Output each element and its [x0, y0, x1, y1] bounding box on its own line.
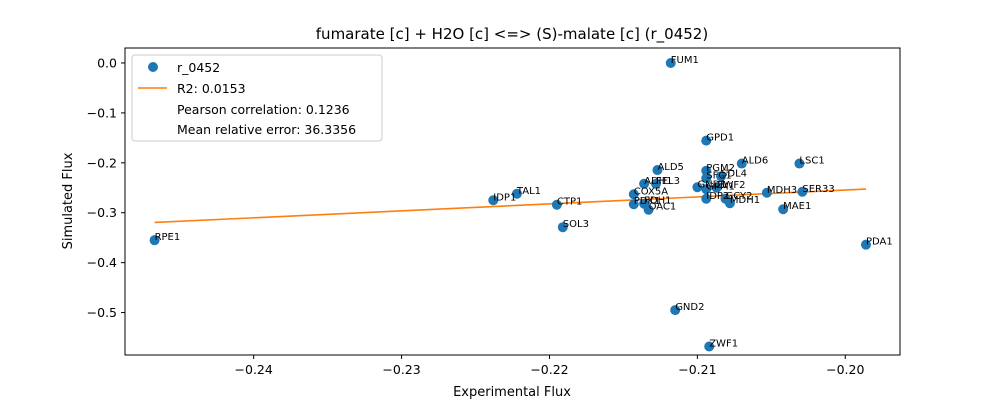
x-tick-label: −0.22 [530, 362, 568, 377]
data-point [639, 178, 650, 189]
point-label: FDH1 [644, 196, 671, 207]
legend-point-marker [148, 62, 158, 72]
point-label: ZWF2 [717, 180, 746, 191]
point-label: MDH1 [730, 195, 760, 206]
y-tick-label: 0.0 [97, 55, 117, 70]
data-point [652, 165, 663, 176]
data-point [761, 187, 772, 198]
regression-line [154, 188, 867, 224]
legend-pearson-label: Pearson correlation: 0.1236 [177, 102, 350, 117]
point-label: GPM1 [706, 181, 735, 192]
point-label: PDA1 [866, 237, 893, 248]
point-label: GCY2 [725, 191, 752, 202]
point-label: GND1 [697, 179, 726, 190]
y-tick-label: −0.3 [87, 205, 117, 220]
legend-box [131, 54, 383, 142]
data-point [488, 195, 499, 206]
legend-error-label: Mean relative error: 36.3356 [177, 122, 356, 137]
point-label: TAL1 [516, 186, 541, 197]
point-label: IDP2 [706, 191, 729, 202]
data-point [701, 173, 712, 184]
data-point [704, 341, 715, 352]
x-tick-label: −0.20 [826, 362, 864, 377]
point-label: FEL3 [656, 176, 680, 187]
data-point [701, 184, 712, 195]
y-axis-label: Simulated Flux [61, 152, 76, 249]
point-label: SOL3 [563, 219, 589, 230]
y-tick-label: −0.4 [87, 255, 117, 270]
data-point [511, 188, 522, 199]
data-point [692, 182, 703, 193]
data-point [665, 57, 676, 68]
point-label: COX5A [634, 186, 668, 197]
data-point [778, 204, 789, 215]
data-point [711, 182, 722, 193]
point-label: PGM2 [706, 163, 735, 174]
point-label: ZWF1 [709, 339, 738, 350]
point-label: MAE1 [783, 201, 811, 212]
data-point [701, 135, 712, 146]
y-tick-label: −0.5 [87, 305, 117, 320]
point-label: SDL4 [721, 168, 747, 179]
x-tick-label: −0.24 [235, 362, 273, 377]
point-label: IDP1 [493, 192, 516, 203]
data-point [701, 193, 712, 204]
data-point [736, 158, 747, 169]
data-point [716, 171, 727, 182]
data-point [860, 239, 871, 250]
point-label: ALD5 [657, 162, 683, 173]
x-tick-label: −0.23 [382, 362, 420, 377]
x-axis-label: Experimental Flux [453, 385, 571, 400]
point-label: MDH3 [767, 185, 797, 196]
legend-fit-label: R2: 0.0153 [177, 81, 246, 96]
data-point [643, 204, 654, 215]
point-label: ALD6 [742, 156, 768, 167]
data-point [628, 189, 639, 200]
plot-frame [124, 47, 901, 356]
legend-series-label: r_0452 [177, 60, 220, 75]
point-label: PDK1 [634, 196, 661, 207]
data-point [670, 305, 681, 316]
point-label: GPD1 [706, 133, 734, 144]
point-label: OAC1 [649, 202, 677, 213]
data-point [650, 178, 661, 189]
data-point [628, 199, 639, 210]
y-tick-label: −0.2 [87, 155, 117, 170]
data-point [797, 186, 808, 197]
data-point [557, 222, 568, 233]
data-point [701, 165, 712, 176]
data-point [794, 158, 805, 169]
point-label: SFC1 [706, 170, 731, 181]
data-point [149, 235, 160, 246]
x-tick-label: −0.21 [678, 362, 716, 377]
point-label: ADH1 [644, 176, 672, 187]
point-label: FUM1 [671, 55, 699, 66]
data-point [551, 199, 562, 210]
chart-title: fumarate [c] + H2O [c] <=> (S)-malate [c… [316, 25, 708, 44]
point-label: LSC1 [799, 156, 824, 167]
point-label: SER33 [802, 184, 834, 195]
point-label: CTP1 [557, 197, 582, 208]
legend: r_0452 R2: 0.0153 Pearson correlation: 0… [131, 54, 383, 142]
point-label: GND2 [675, 302, 704, 313]
data-point [724, 198, 735, 209]
y-tick-label: −0.1 [87, 105, 117, 120]
point-label: RPE1 [155, 232, 181, 243]
